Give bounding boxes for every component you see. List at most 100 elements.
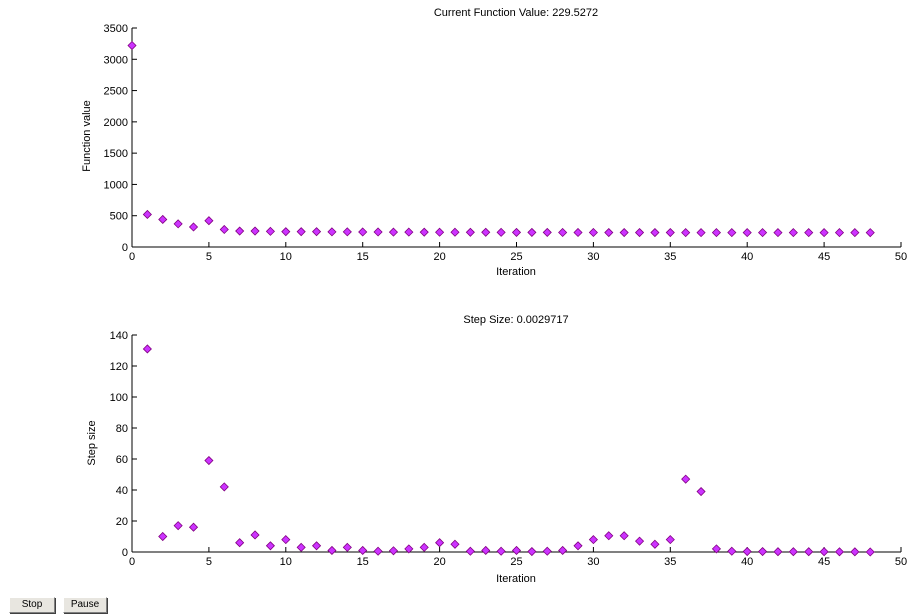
data-point — [511, 545, 522, 556]
data-point — [681, 228, 691, 238]
x-tick-label: 20 — [433, 556, 445, 568]
data-point — [281, 535, 291, 545]
x-tick-label: 25 — [510, 251, 522, 263]
data-point — [235, 226, 245, 236]
x-tick-label: 50 — [895, 556, 907, 568]
x-tick-label: 10 — [280, 251, 292, 263]
x-axis-label: Iteration — [496, 573, 536, 585]
x-axis-label: Iteration — [496, 266, 536, 278]
data-points — [127, 40, 875, 238]
y-tick-label: 2500 — [104, 86, 128, 98]
x-tick-label: 40 — [741, 556, 753, 568]
y-tick-label: 100 — [110, 392, 128, 404]
data-point — [834, 228, 845, 238]
data-point — [558, 227, 568, 238]
y-tick-label: 80 — [116, 423, 128, 435]
x-tick-label: 25 — [510, 556, 522, 568]
y-tick-label: 1000 — [104, 179, 128, 191]
x-tick-label: 10 — [280, 556, 292, 568]
data-point — [850, 547, 860, 557]
plot-title: Step Size: 0.0029717 — [463, 314, 568, 326]
data-point — [281, 227, 291, 237]
axes: 0 5 10 15 20 25 30 35 40 45 5005001000150020002500… — [104, 23, 908, 263]
data-point — [773, 228, 783, 238]
data-point — [465, 546, 475, 556]
x-tick-label: 5 — [206, 556, 212, 568]
data-point — [219, 482, 229, 492]
data-point — [188, 222, 199, 232]
data-point — [573, 541, 583, 551]
data-point — [173, 219, 183, 229]
data-point — [373, 546, 383, 556]
data-point — [819, 547, 829, 557]
data-point — [327, 545, 337, 556]
data-point — [758, 546, 768, 557]
x-tick-label: 15 — [357, 556, 369, 568]
data-point — [696, 486, 706, 497]
y-tick-label: 1500 — [104, 148, 128, 160]
x-tick-label: 15 — [357, 251, 369, 263]
data-point — [711, 544, 722, 554]
data-point — [358, 227, 368, 237]
data-point — [711, 228, 722, 238]
y-axis-label: Function value — [81, 100, 93, 172]
data-point — [311, 541, 322, 551]
data-point — [819, 228, 829, 238]
data-point — [419, 227, 429, 237]
data-point — [481, 545, 491, 556]
data-point — [634, 536, 645, 546]
data-point — [665, 227, 675, 238]
data-point — [450, 539, 460, 549]
data-point — [311, 227, 322, 237]
data-point — [558, 545, 568, 556]
x-tick-label: 35 — [664, 251, 676, 263]
data-point — [265, 541, 275, 551]
y-tick-label: 60 — [116, 454, 128, 466]
data-point — [142, 209, 152, 220]
data-point — [204, 455, 214, 466]
y-tick-label: 0 — [122, 242, 128, 254]
data-point — [250, 530, 260, 540]
x-tick-label: 5 — [206, 251, 212, 263]
data-point — [865, 547, 875, 557]
data-points — [142, 344, 875, 557]
data-point — [727, 228, 737, 238]
stop-button[interactable]: Stop — [9, 597, 55, 613]
data-point — [696, 228, 706, 238]
data-point — [250, 226, 260, 236]
y-tick-label: 140 — [110, 330, 128, 342]
pause-button[interactable]: Pause — [63, 597, 107, 613]
data-point — [619, 531, 629, 541]
data-point — [173, 521, 183, 531]
x-tick-label: 50 — [895, 251, 907, 263]
data-point — [388, 227, 399, 237]
y-tick-label: 0 — [122, 547, 128, 559]
data-point — [634, 227, 645, 238]
x-tick-label: 20 — [433, 251, 445, 263]
data-point — [235, 538, 245, 548]
data-point — [342, 227, 352, 237]
data-point — [773, 547, 783, 557]
data-point — [604, 531, 614, 541]
x-tick-label: 0 — [129, 556, 135, 568]
y-tick-label: 40 — [116, 485, 128, 497]
data-point — [681, 474, 691, 484]
data-point — [296, 227, 306, 237]
data-point — [158, 531, 168, 542]
data-point — [358, 545, 368, 556]
x-tick-label: 35 — [664, 556, 676, 568]
x-tick-label: 0 — [129, 251, 135, 263]
data-point — [465, 227, 475, 237]
data-point — [219, 224, 229, 235]
y-tick-label: 120 — [110, 361, 128, 373]
data-point — [588, 227, 598, 238]
data-point — [204, 216, 214, 226]
data-point — [496, 546, 506, 556]
data-point — [665, 535, 675, 545]
y-axis-label: Step size — [86, 420, 98, 465]
data-point — [450, 227, 460, 237]
data-point — [804, 547, 814, 557]
data-point — [834, 547, 845, 557]
data-point — [542, 227, 552, 237]
